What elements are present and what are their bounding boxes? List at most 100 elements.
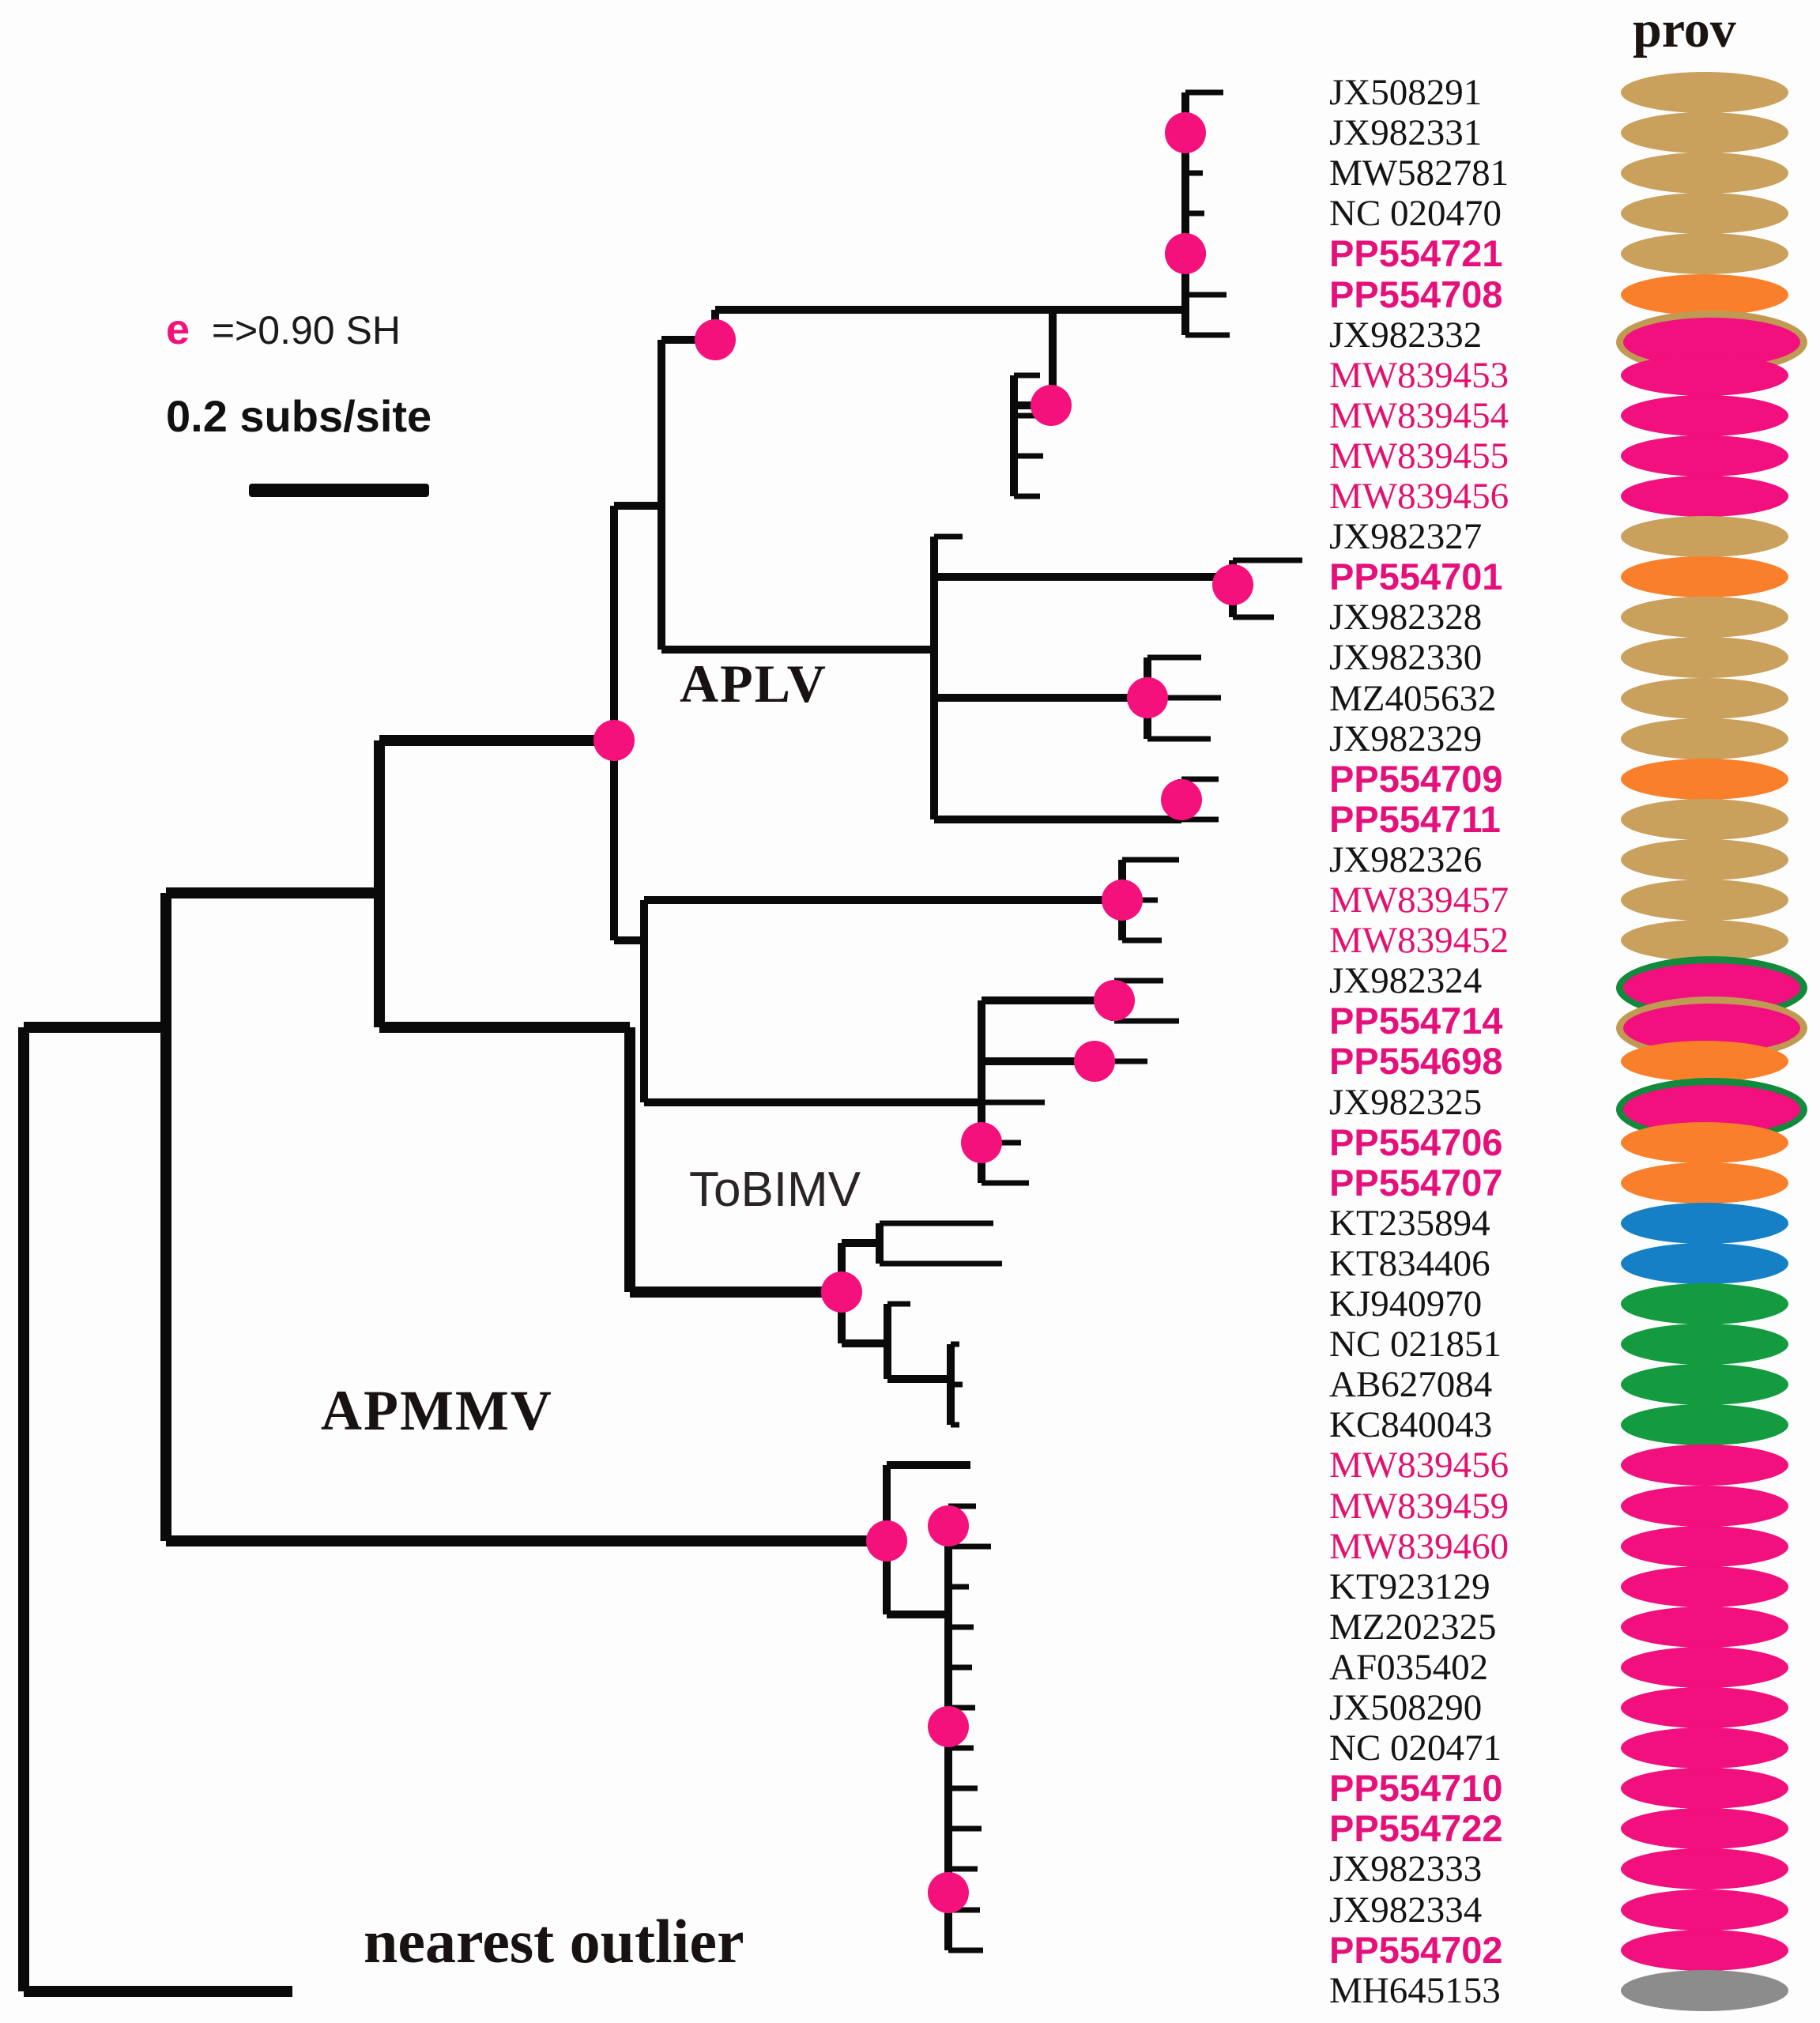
prov-ellipse	[1621, 516, 1788, 558]
prov-ellipse	[1621, 1364, 1788, 1406]
prov-ellipse	[1621, 1121, 1788, 1163]
prov-ellipse	[1621, 920, 1788, 962]
clade-label-apmmv: APMMV	[321, 1379, 553, 1442]
prov-ellipse	[1621, 1768, 1788, 1810]
taxon-label: AF035402	[1329, 1646, 1489, 1688]
prov-ellipse	[1621, 838, 1788, 880]
taxon-label: MW839452	[1329, 920, 1509, 962]
taxon-label: PP554722	[1329, 1807, 1503, 1850]
taxon-label: KT923129	[1329, 1565, 1490, 1607]
taxon-label: MW839459	[1329, 1485, 1509, 1527]
node-support-dot	[1165, 233, 1206, 274]
prov-ellipse	[1621, 435, 1788, 477]
prov-ellipse	[1621, 233, 1788, 275]
prov-ellipse	[1621, 556, 1788, 598]
taxon-label: NC 021851	[1329, 1324, 1502, 1366]
prov-ellipse	[1621, 1202, 1788, 1244]
node-support-threshold-text: =>0.90 SH	[211, 308, 401, 352]
taxon-label: MW839453	[1329, 354, 1509, 396]
prov-ellipse	[1621, 394, 1788, 436]
taxon-label: PP554706	[1329, 1121, 1503, 1163]
legend-node-support-text	[201, 308, 212, 352]
taxon-label: MZ202325	[1329, 1606, 1497, 1648]
taxon-label: JX982325	[1329, 1081, 1483, 1123]
node-support-dot	[695, 319, 736, 360]
taxon-label: KC840043	[1329, 1404, 1493, 1446]
prov-ellipse	[1621, 72, 1788, 113]
taxon-label: JX982326	[1329, 838, 1483, 880]
taxon-label: JX982332	[1329, 314, 1483, 356]
prov-ellipse	[1621, 1242, 1788, 1284]
node-support-dot	[1102, 880, 1143, 921]
prov-ellipse	[1621, 1848, 1788, 1890]
node-support-dot	[1074, 1041, 1115, 1082]
taxon-label: MZ405632	[1329, 677, 1497, 719]
legend: e =>0.90 SH 0.2 subs/site	[166, 305, 431, 442]
node-support-dot	[1127, 677, 1168, 718]
taxon-label: MW839455	[1329, 435, 1509, 477]
prov-ellipse	[1621, 1162, 1788, 1204]
prov-ellipse	[1621, 1889, 1788, 1931]
node-support-dot	[928, 1505, 969, 1546]
taxon-label: NC 020471	[1329, 1727, 1502, 1769]
node-support-dot	[593, 720, 635, 761]
taxon-label: JX982330	[1329, 637, 1483, 679]
taxon-label: PP554711	[1329, 797, 1501, 840]
taxon-label: MW839457	[1329, 880, 1509, 921]
tree-spine-branches	[18, 735, 887, 1997]
prov-column-header: prov	[1633, 1, 1736, 58]
prov-ellipse	[1621, 677, 1788, 719]
node-support-dot	[1212, 564, 1253, 605]
node-support-dot	[1031, 385, 1072, 426]
prov-ellipse	[1621, 112, 1788, 154]
taxon-label: JX982329	[1329, 718, 1483, 759]
node-support-dot	[1165, 112, 1206, 153]
taxon-label: AB627084	[1329, 1364, 1493, 1406]
prov-ellipse	[1621, 1929, 1788, 1971]
taxon-label: KJ940970	[1329, 1283, 1483, 1324]
node-support-dot	[961, 1122, 1002, 1163]
taxon-label: PP554701	[1329, 556, 1503, 598]
taxon-label: MW839456	[1329, 1445, 1509, 1486]
taxon-label: PP554721	[1329, 232, 1503, 275]
taxon-label: KT235894	[1329, 1202, 1490, 1244]
prov-ellipse	[1621, 1485, 1788, 1527]
taxon-label: JX982324	[1329, 960, 1483, 1002]
tree-tip-branches	[880, 89, 1302, 1953]
node-support-dot	[1094, 980, 1135, 1021]
taxon-label: MH645153	[1329, 1969, 1501, 2011]
taxon-label: MW839456	[1329, 476, 1509, 517]
prov-ellipse	[1621, 637, 1788, 679]
taxon-label: JX982333	[1329, 1848, 1483, 1890]
taxon-label: NC 020470	[1329, 193, 1502, 235]
prov-ellipse	[1621, 1687, 1788, 1728]
prov-ellipse	[1621, 476, 1788, 517]
prov-ellipse	[1621, 354, 1788, 396]
taxon-label: JX982327	[1329, 516, 1483, 558]
prov-ellipse	[1621, 153, 1788, 194]
node-support-dot	[928, 1872, 969, 1913]
taxon-label: JX982334	[1329, 1889, 1483, 1931]
taxon-label: PP554709	[1329, 757, 1503, 800]
taxon-label: JX982331	[1329, 112, 1483, 154]
legend-node-support: e =>0.90 SH	[166, 305, 431, 354]
prov-ellipse	[1621, 1565, 1788, 1607]
prov-ellipse	[1621, 1404, 1788, 1446]
clade-label-tobimv: ToBIMV	[689, 1162, 861, 1217]
node-support-dot	[821, 1271, 862, 1313]
prov-ellipse	[1621, 718, 1788, 759]
prov-ellipse	[1621, 1606, 1788, 1648]
prov-ellipse	[1621, 1324, 1788, 1366]
prov-ellipse	[1621, 758, 1788, 800]
taxon-label: PP554707	[1329, 1161, 1503, 1204]
clade-label-nearest-outlier: nearest outlier	[364, 1907, 744, 1976]
prov-ellipse	[1621, 273, 1788, 315]
prov-ellipse	[1621, 1041, 1788, 1083]
prov-ellipse	[1621, 597, 1788, 639]
node-support-dot	[1161, 779, 1202, 820]
scale-text: 0.2 subs/site	[166, 391, 432, 441]
node-dot-symbol: e	[166, 306, 190, 353]
taxon-label: JX982328	[1329, 597, 1483, 639]
